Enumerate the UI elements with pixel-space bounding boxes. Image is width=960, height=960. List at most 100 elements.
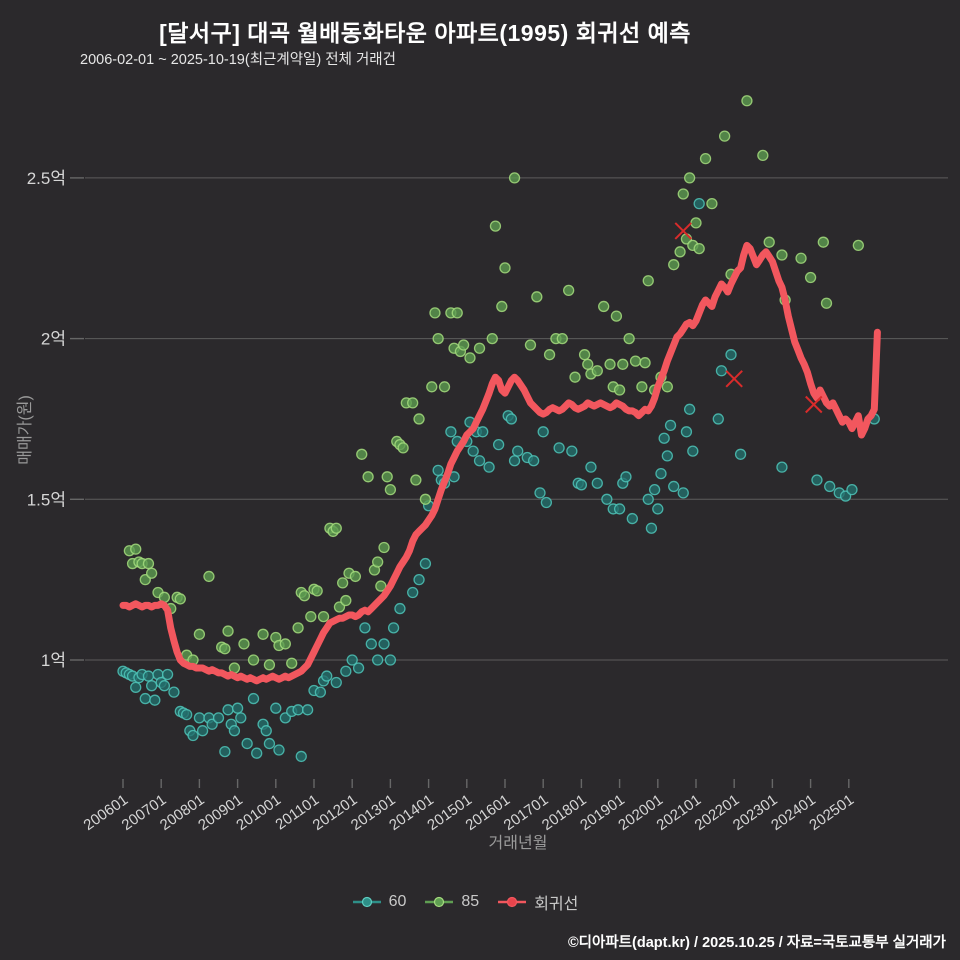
legend-marker-85-icon: [425, 896, 454, 908]
scatter-point-85: [776, 249, 788, 261]
scatter-point-85: [591, 365, 603, 377]
scatter-point-85: [486, 332, 498, 345]
scatter-point-60: [193, 712, 206, 724]
legend-marker-regression-icon: [498, 896, 527, 908]
scatter-point-60: [235, 712, 247, 724]
scatter-point-85: [604, 358, 616, 370]
scatter-point-60: [161, 668, 174, 681]
scatter-point-60: [372, 654, 384, 666]
scatter-point-85: [219, 643, 231, 655]
y-tick-label: 1.5억: [27, 490, 66, 509]
scatter-point-85: [286, 657, 298, 669]
scatter-point-85: [451, 307, 463, 319]
scatter-point-60: [680, 426, 693, 438]
scatter-point-85: [457, 339, 470, 351]
scatter-point-85: [817, 236, 829, 248]
legend: 60 85 회귀선: [0, 890, 930, 914]
scatter-point-60: [505, 413, 518, 425]
scatter-point-85: [305, 610, 317, 623]
scatter-point-85: [298, 590, 311, 602]
scatter-point-60: [734, 448, 747, 460]
scatter-point-85: [429, 307, 441, 319]
scatter-point-60: [553, 442, 565, 454]
scatter-point-60: [677, 487, 689, 499]
scatter-point-85: [378, 541, 390, 554]
scatter-point-85: [563, 284, 575, 297]
legend-item-85[interactable]: 85: [424, 893, 479, 911]
scatter-point-85: [292, 622, 304, 634]
scatter-point-60: [384, 654, 397, 666]
scatter-point-85: [852, 239, 864, 252]
scatter-point-85: [410, 474, 422, 486]
scatter-point-85: [238, 638, 250, 650]
page-subtitle: 2006-02-01 ~ 2025-10-19(최근계약일) 전체 거래건: [80, 52, 396, 68]
scatter-point-85: [340, 594, 352, 607]
regression-line: [119, 241, 881, 685]
scatter-point-85: [639, 357, 651, 369]
scatter-point-85: [349, 570, 362, 583]
scatter-point-85: [464, 352, 476, 364]
scatter-point-60: [712, 413, 724, 425]
scatter-point-85: [524, 339, 537, 351]
scatter-point-60: [432, 464, 444, 477]
scatter-point-85: [582, 358, 594, 370]
outlier-x-icon: [674, 222, 692, 240]
legend-label-regression: 회귀선: [534, 896, 579, 913]
scatter-point-60: [212, 712, 225, 724]
scatter-point-85: [130, 543, 142, 555]
scatter-point-85: [362, 471, 374, 483]
scatter-point-85: [569, 371, 581, 383]
scatter-point-60: [145, 680, 158, 692]
scatter-point-60: [168, 686, 180, 698]
scatter-point-85: [263, 659, 276, 671]
scatter-point-60: [445, 426, 457, 438]
scatter-point-85: [610, 310, 623, 322]
scatter-point-85: [543, 349, 556, 361]
legend-item-regression[interactable]: 회귀선: [497, 890, 578, 914]
scatter-point-60: [725, 349, 737, 361]
scatter-point-85: [699, 152, 712, 165]
scatter-point-85: [372, 556, 384, 568]
scatter-point-85: [397, 442, 409, 454]
scatter-point-60: [359, 622, 371, 634]
scatter-point-60: [314, 686, 327, 698]
scatter-point-60: [387, 622, 400, 634]
scatter-point-85: [706, 197, 718, 210]
scatter-point-60: [219, 745, 231, 758]
scatter-point-60: [181, 708, 193, 721]
scatter-point-85: [473, 342, 486, 354]
scatter-point-85: [578, 349, 591, 361]
scatter-point-85: [499, 262, 511, 274]
scatter-point-60: [591, 477, 603, 489]
scatter-point-60: [620, 471, 632, 483]
scatter-point-85: [617, 358, 629, 370]
legend-label-60: 60: [388, 893, 407, 910]
scatter-point-60: [473, 455, 486, 467]
scatter-point-60: [270, 702, 282, 714]
scatter-point-60: [231, 702, 244, 714]
scatter-point-60: [508, 455, 521, 467]
scatter-point-85: [381, 471, 393, 483]
scatter-point-85: [598, 300, 610, 313]
scatter-point-60: [483, 461, 495, 473]
outlier-x-icon: [725, 370, 743, 388]
scatter-point-85: [629, 355, 642, 367]
scatter-point-60: [394, 602, 406, 615]
scatter-point-60: [512, 445, 524, 457]
legend-item-60[interactable]: 60: [352, 893, 407, 911]
scatter-point-60: [683, 403, 696, 415]
x-tick-label: 201001: [233, 791, 284, 834]
scatter-point-85: [222, 625, 234, 637]
scatter-point-85: [690, 217, 702, 229]
y-tick-label: 1억: [41, 651, 66, 670]
scatter-point-60: [330, 676, 342, 689]
scatter-point-85: [531, 291, 543, 303]
scatter-point-85: [193, 628, 206, 640]
scatter-point-60: [566, 445, 578, 457]
scatter-point-60: [228, 725, 241, 737]
scatter-point-85: [804, 271, 817, 284]
scatter-point-60: [846, 484, 858, 496]
scatter-point-85: [311, 585, 323, 597]
x-tick-label: 202501: [806, 791, 857, 834]
